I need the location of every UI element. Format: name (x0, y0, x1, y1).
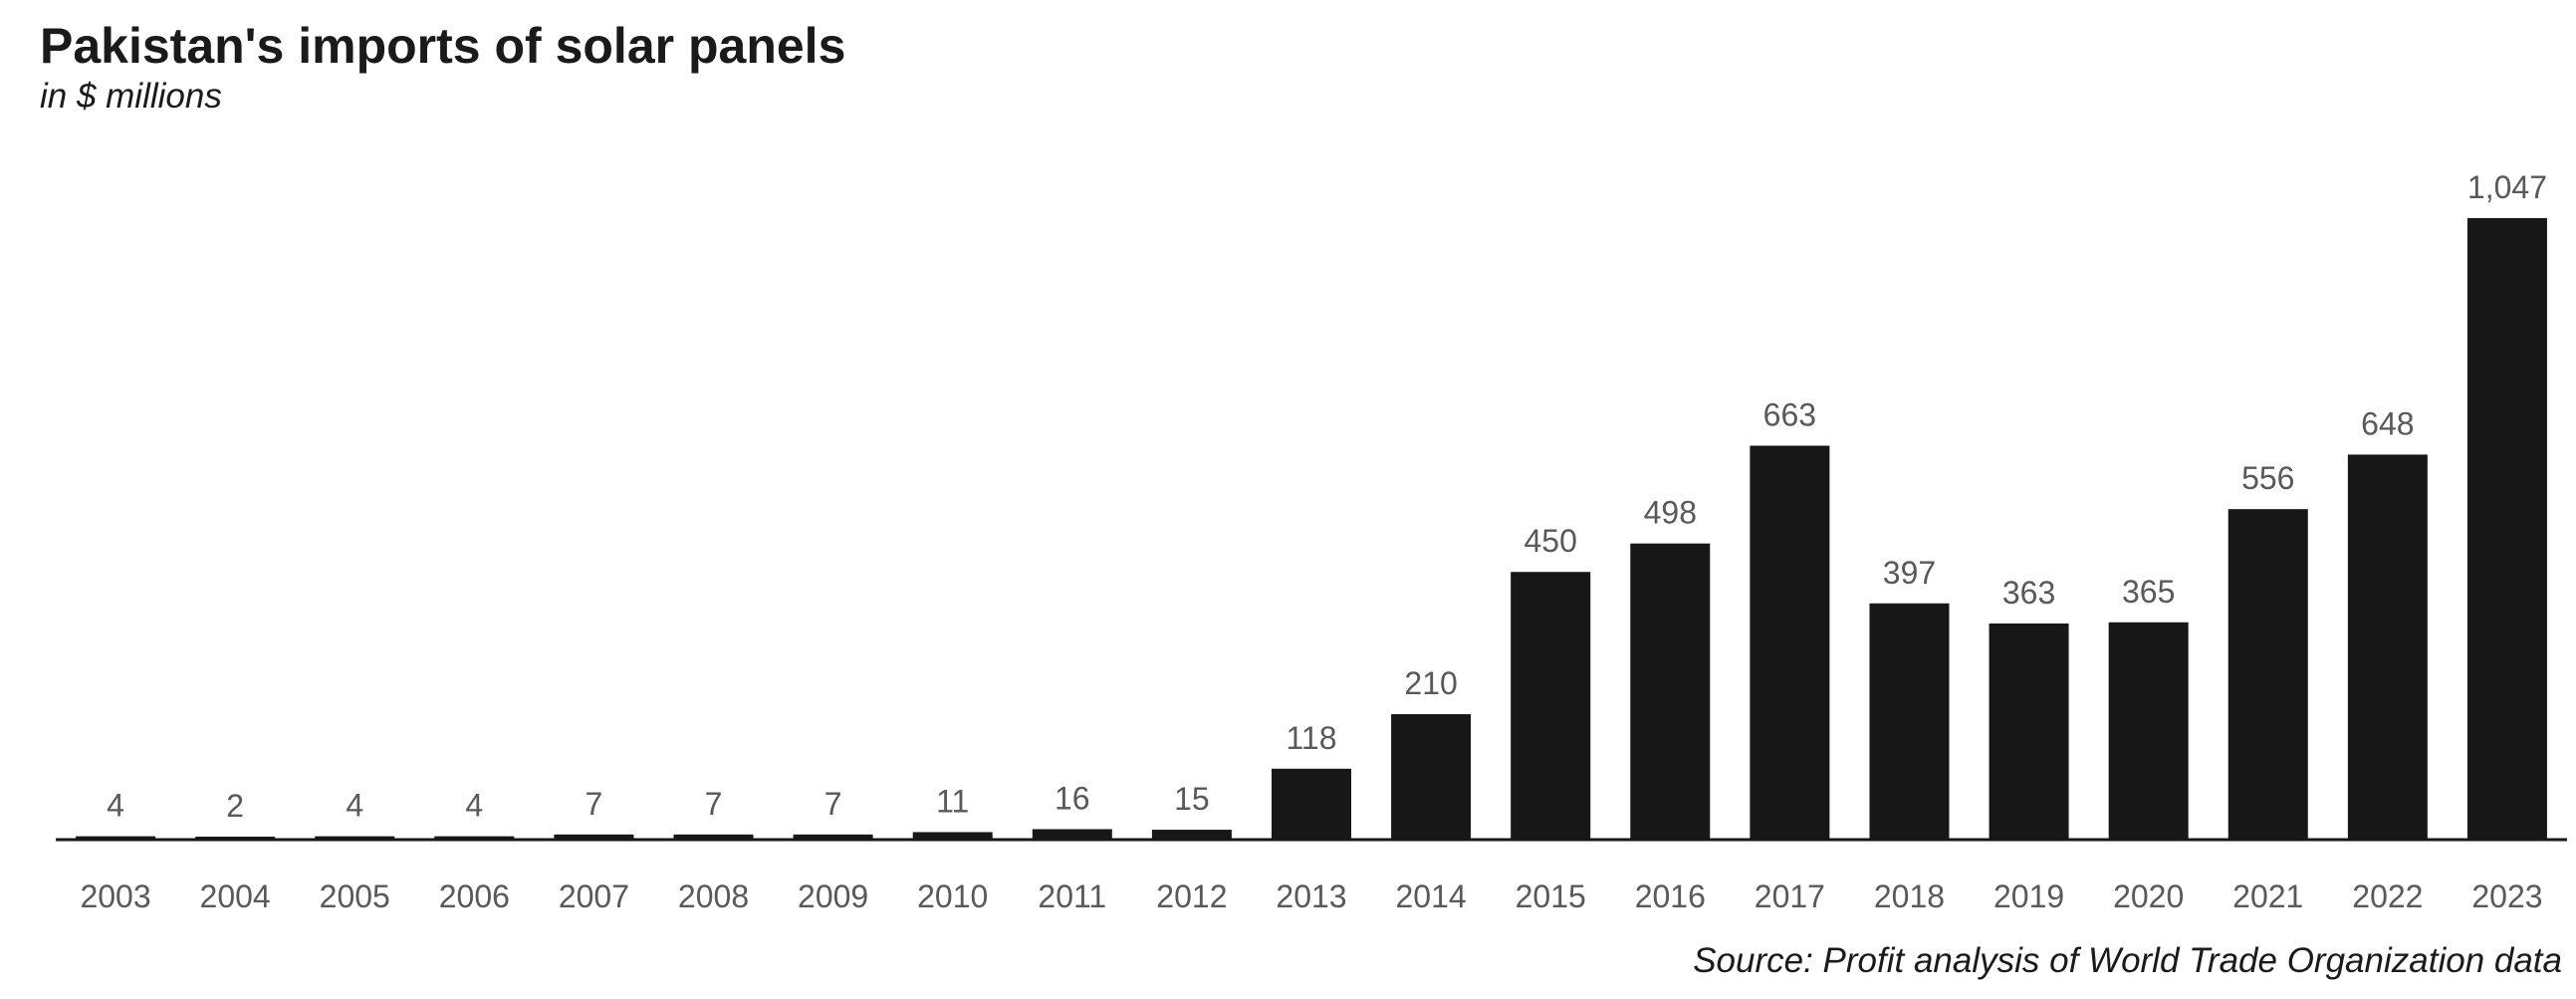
bar-2019 (1989, 624, 2069, 839)
x-tick-label-2019: 2019 (1993, 878, 2064, 914)
x-tick-label-2006: 2006 (439, 878, 510, 914)
x-tick-label-2008: 2008 (678, 878, 749, 914)
bar-2003 (76, 836, 156, 839)
data-label-2007: 7 (585, 786, 603, 822)
x-tick-label-2003: 2003 (80, 878, 150, 914)
x-tick-label-2016: 2016 (1635, 878, 1706, 914)
bar-2007 (554, 834, 634, 839)
bar-2016 (1630, 543, 1711, 839)
x-tick-label-2004: 2004 (200, 878, 271, 914)
x-tick-labels-group: 2003 2004 2005 2006 2007 2008 2009 2010 2011 2012… (80, 878, 2542, 914)
bar-2017 (1750, 445, 1830, 839)
bar-2014 (1391, 714, 1472, 839)
bar-2022 (2347, 454, 2428, 839)
data-label-2021: 556 (2241, 460, 2294, 496)
x-tick-label-2020: 2020 (2113, 878, 2184, 914)
bar-2013 (1272, 768, 1351, 839)
bar-2005 (315, 836, 395, 839)
bar-2020 (2108, 622, 2189, 839)
data-label-2006: 4 (465, 788, 483, 824)
bar-2011 (1032, 829, 1112, 839)
x-tick-label-2022: 2022 (2352, 878, 2423, 914)
data-label-2017: 663 (1763, 396, 1816, 432)
data-label-2010: 11 (936, 783, 969, 819)
chart-subtitle: in $ millions (40, 77, 222, 116)
x-tick-label-2017: 2017 (1755, 878, 1825, 914)
chart-title: Pakistan's imports of solar panels (40, 18, 846, 74)
data-label-2015: 450 (1523, 523, 1576, 559)
bar-2004 (195, 837, 276, 839)
data-label-2013: 118 (1286, 720, 1336, 756)
x-tick-label-2023: 2023 (2471, 878, 2542, 914)
data-label-2003: 4 (107, 788, 124, 824)
x-tick-label-2011: 2011 (1038, 878, 1106, 914)
x-tick-label-2015: 2015 (1516, 878, 1586, 914)
data-label-2023: 1,047 (2467, 169, 2547, 205)
bar-2021 (2227, 509, 2308, 839)
x-tick-label-2018: 2018 (1874, 878, 1945, 914)
bar-2009 (793, 834, 873, 839)
x-tick-label-2005: 2005 (320, 878, 390, 914)
x-tick-label-2013: 2013 (1276, 878, 1346, 914)
x-tick-label-2014: 2014 (1396, 878, 1467, 914)
data-labels-group: 4 2 4 4 7 7 7 11 16 15 118 210 450 498 663 397 363 365 556… (107, 169, 2547, 824)
bar-2012 (1151, 830, 1232, 839)
bar-2006 (434, 836, 515, 839)
data-label-2020: 365 (2122, 574, 2175, 610)
x-tick-label-2021: 2021 (2232, 878, 2303, 914)
data-label-2018: 397 (1883, 555, 1936, 591)
data-label-2022: 648 (2361, 405, 2414, 441)
bar-2023 (2466, 218, 2547, 839)
source-note: Source: Profit analysis of World Trade O… (1693, 941, 2562, 980)
x-tick-label-2009: 2009 (798, 878, 868, 914)
data-label-2019: 363 (2002, 575, 2055, 611)
data-label-2004: 2 (226, 788, 244, 824)
data-label-2012: 15 (1174, 781, 1210, 817)
data-label-2008: 7 (705, 786, 723, 822)
bar-2008 (673, 834, 754, 839)
data-label-2011: 16 (1054, 780, 1090, 816)
bars-group (76, 218, 2547, 839)
data-label-2016: 498 (1644, 495, 1697, 531)
bar-2010 (912, 832, 993, 839)
data-label-2005: 4 (346, 788, 363, 824)
x-tick-label-2007: 2007 (559, 878, 629, 914)
x-tick-label-2012: 2012 (1156, 878, 1227, 914)
bar-2018 (1869, 603, 1950, 839)
data-label-2014: 210 (1404, 665, 1457, 701)
data-label-2009: 7 (824, 786, 842, 822)
bar-2015 (1511, 572, 1591, 839)
x-tick-label-2010: 2010 (917, 878, 988, 914)
